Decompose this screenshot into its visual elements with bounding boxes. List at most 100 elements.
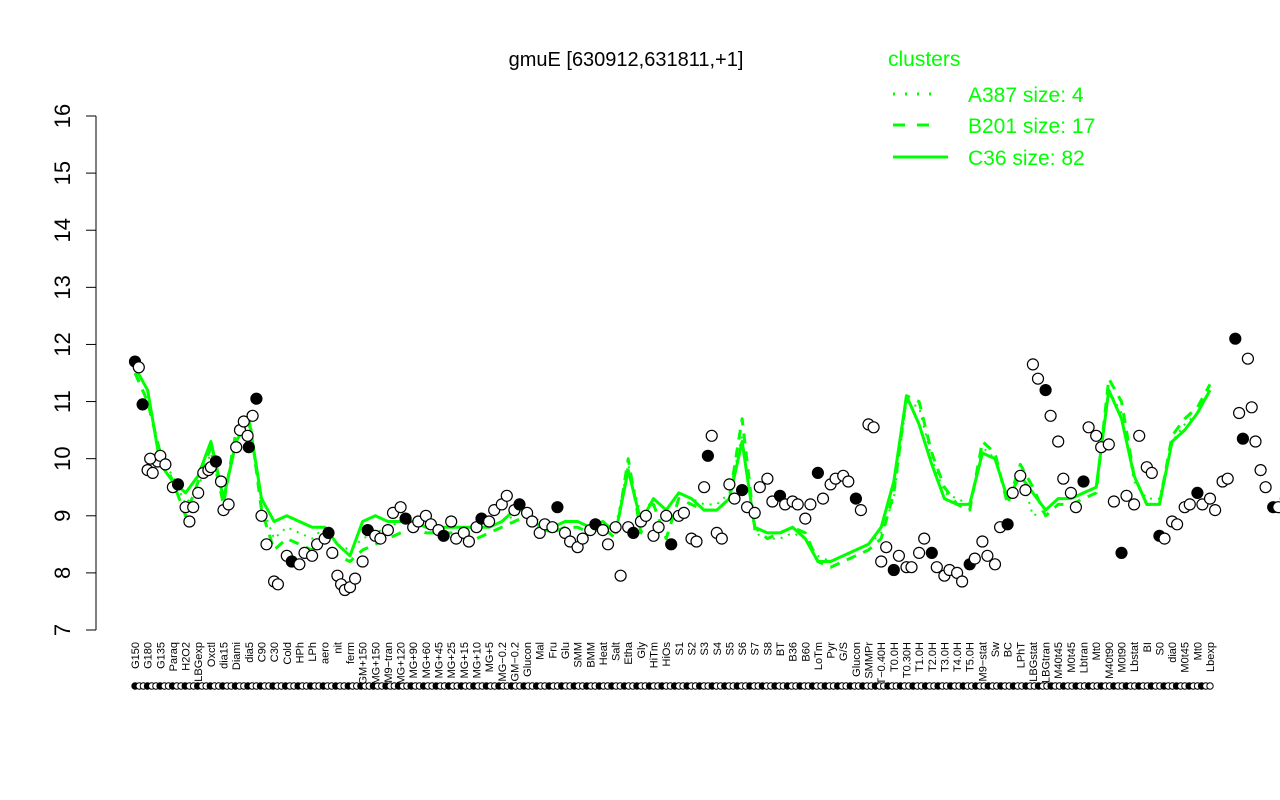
x-tick-label: Glucon (851, 642, 863, 677)
data-point (214, 475, 228, 488)
data-point (576, 532, 589, 545)
data-point (381, 523, 394, 537)
x-tick-label: MG+150 (370, 642, 382, 685)
data-point (639, 509, 653, 522)
x-tick-label: G/S (838, 642, 850, 661)
x-tick-label: Mt0 (1091, 642, 1103, 660)
data-point (306, 549, 319, 562)
data-point (146, 466, 159, 479)
x-tick-label: S6 (737, 642, 749, 655)
x-tick-label: T0.30H (902, 642, 914, 678)
data-point (728, 492, 741, 505)
x-tick-label: M40t90 (1104, 642, 1116, 679)
x-tick-label: Pyr (826, 642, 838, 659)
x-tick-label: Sw (990, 642, 1002, 657)
data-point (761, 472, 774, 485)
x-tick-label: SMM (573, 642, 585, 668)
data-point (1115, 546, 1128, 560)
y-tick-label: 11 (50, 390, 75, 413)
data-point (255, 509, 268, 522)
data-point (1221, 472, 1234, 485)
x-tick-label: S3 (699, 642, 711, 655)
x-tick-label: MG+25 (446, 642, 458, 678)
x-tick-label: Lbstat (1129, 642, 1141, 672)
data-point (399, 512, 412, 525)
data-point (1127, 498, 1141, 511)
data-point (1044, 409, 1057, 422)
data-point (816, 492, 830, 505)
x-tick-label: S7 (750, 642, 762, 655)
data-point (701, 449, 715, 462)
x-tick-label: MG+120 (396, 642, 408, 685)
x-tick-label: Glu (560, 642, 572, 659)
x-tick-label: Fru (547, 642, 559, 659)
x-tick-label: T5.0H (965, 642, 977, 672)
x-tick-label: MG−0.2 (497, 642, 509, 681)
data-point (1031, 372, 1045, 385)
y-axis: 7 8 9 10 11 12 13 14 15 16 (50, 104, 97, 636)
x-tick-label: MG+15 (459, 642, 471, 678)
x-tick-label: Heat (598, 642, 610, 665)
data-point (1229, 332, 1242, 345)
data-point (546, 521, 559, 534)
x-tick-label: MG+60 (421, 642, 433, 678)
x-tick-label: nit (332, 642, 344, 654)
data-point (652, 521, 665, 534)
data-point (925, 546, 938, 560)
y-tick-label: 7 (50, 624, 75, 636)
x-tick-label: MG+90 (408, 642, 420, 678)
x-tick-label: BI (1142, 642, 1154, 652)
data-point (753, 481, 766, 494)
series-line-b201 (133, 372, 1212, 569)
data-point (483, 515, 496, 528)
data-point (1145, 466, 1158, 479)
data-point (705, 429, 718, 442)
x-tick-label: M40t45 (1053, 642, 1065, 679)
data-point (222, 498, 235, 511)
legend-label-a387: A387 size: 4 (968, 84, 1084, 107)
x-tick-label: BMM (585, 642, 597, 668)
y-tick-label: 8 (50, 567, 75, 579)
x-tick-label: S8 (762, 642, 774, 655)
x-tick-label: Lbtran (1079, 642, 1091, 673)
points-layer (128, 332, 1280, 597)
data-point (849, 492, 863, 505)
data-point (1272, 501, 1280, 514)
data-point (1203, 492, 1217, 505)
data-point (614, 569, 627, 582)
legend: clusters A387 size: 4 B201 size: 17 C36 … (888, 48, 1095, 170)
data-point (912, 546, 926, 560)
x-tick-label: HPh (294, 642, 306, 663)
x-tick-label: dia0 (1167, 642, 1179, 663)
data-point (677, 506, 691, 520)
data-point (326, 546, 339, 560)
data-point (242, 441, 255, 454)
data-point (445, 515, 458, 528)
y-tick-label: 15 (50, 161, 75, 185)
data-point (627, 526, 640, 540)
data-point (892, 549, 906, 562)
data-point (854, 504, 868, 517)
x-tick-label: S4 (712, 642, 724, 655)
y-tick-label: 10 (50, 446, 75, 470)
data-point (136, 398, 149, 411)
y-tick-label: 9 (50, 510, 75, 522)
x-tick-label: Glucon (522, 642, 534, 677)
x-tick-label: Gly (636, 642, 648, 659)
data-point (250, 392, 263, 405)
data-point (748, 506, 761, 520)
data-point (293, 558, 306, 571)
data-point (867, 421, 880, 434)
data-point (723, 478, 736, 491)
x-tick-label: M0t45 (1180, 642, 1192, 673)
data-point (513, 498, 526, 511)
data-point (981, 549, 994, 562)
y-tick-label: 16 (50, 104, 75, 128)
data-point (1254, 464, 1267, 477)
x-tick-label: LBGstat (1028, 642, 1040, 682)
data-point (1107, 495, 1121, 508)
data-point (246, 409, 259, 422)
data-point (976, 535, 989, 548)
data-point (1039, 384, 1052, 397)
